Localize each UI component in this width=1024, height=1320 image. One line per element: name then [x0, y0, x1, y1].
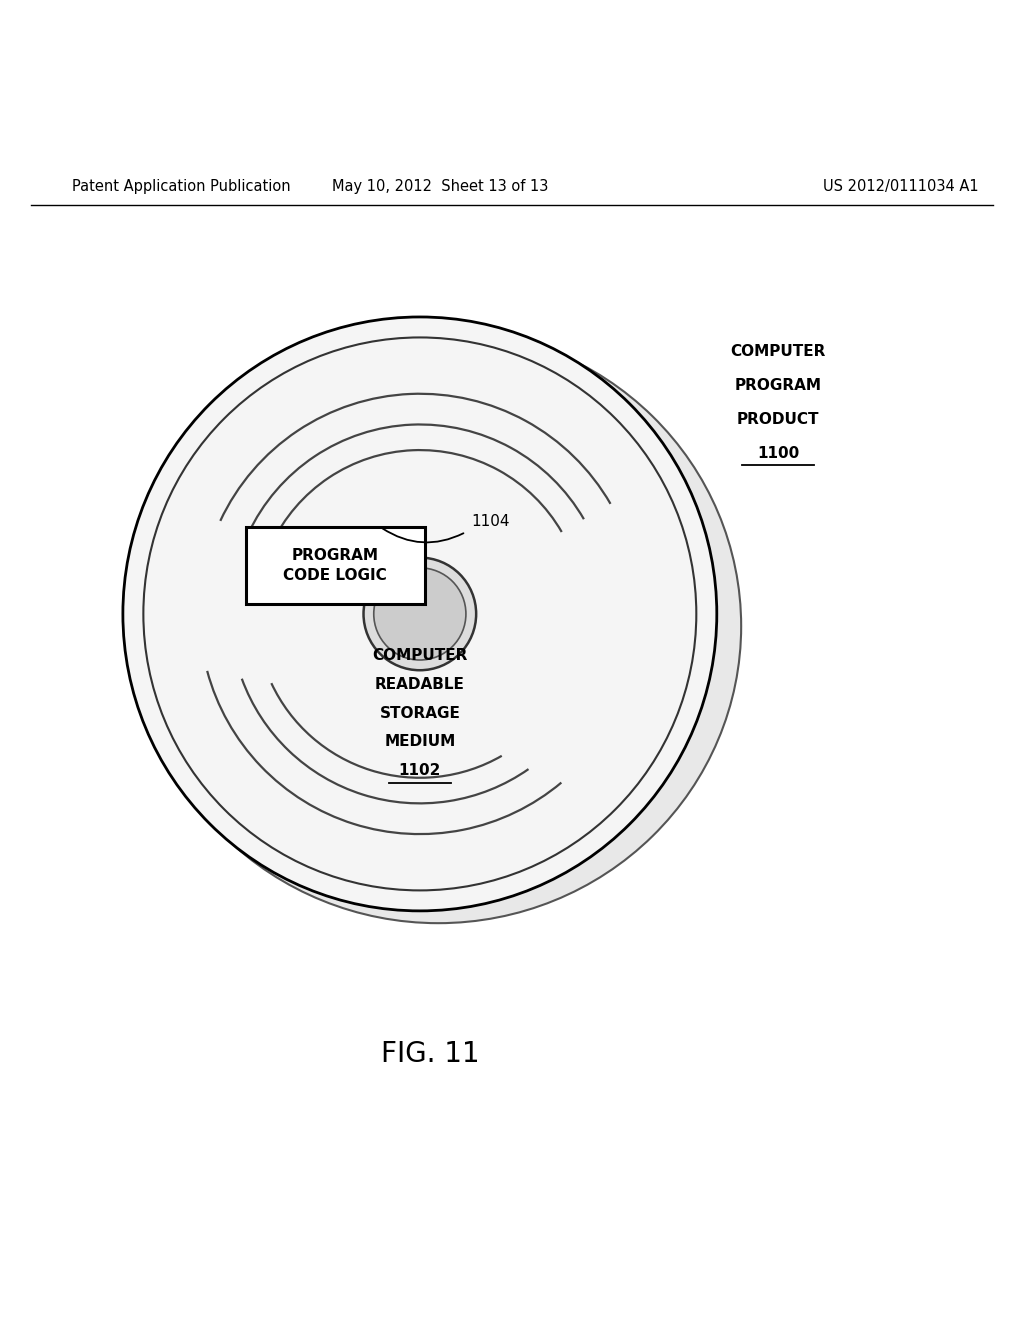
- Text: FIG. 11: FIG. 11: [381, 1040, 479, 1068]
- Ellipse shape: [135, 329, 741, 923]
- Text: STORAGE: STORAGE: [380, 706, 460, 721]
- FancyBboxPatch shape: [246, 527, 425, 603]
- Text: READABLE: READABLE: [375, 677, 465, 692]
- Circle shape: [374, 568, 466, 660]
- Circle shape: [364, 557, 476, 671]
- Circle shape: [123, 317, 717, 911]
- Text: Patent Application Publication: Patent Application Publication: [72, 180, 291, 194]
- Text: 1102: 1102: [398, 763, 441, 777]
- Text: COMPUTER: COMPUTER: [730, 345, 826, 359]
- Text: PROGRAM: PROGRAM: [735, 378, 821, 393]
- Text: MEDIUM: MEDIUM: [384, 734, 456, 750]
- Text: COMPUTER: COMPUTER: [372, 648, 468, 664]
- Text: PROGRAM
CODE LOGIC: PROGRAM CODE LOGIC: [284, 548, 387, 582]
- Text: 1100: 1100: [757, 446, 800, 461]
- Text: PRODUCT: PRODUCT: [737, 412, 819, 426]
- Text: 1104: 1104: [471, 515, 510, 529]
- Text: May 10, 2012  Sheet 13 of 13: May 10, 2012 Sheet 13 of 13: [332, 180, 549, 194]
- Text: US 2012/0111034 A1: US 2012/0111034 A1: [823, 180, 979, 194]
